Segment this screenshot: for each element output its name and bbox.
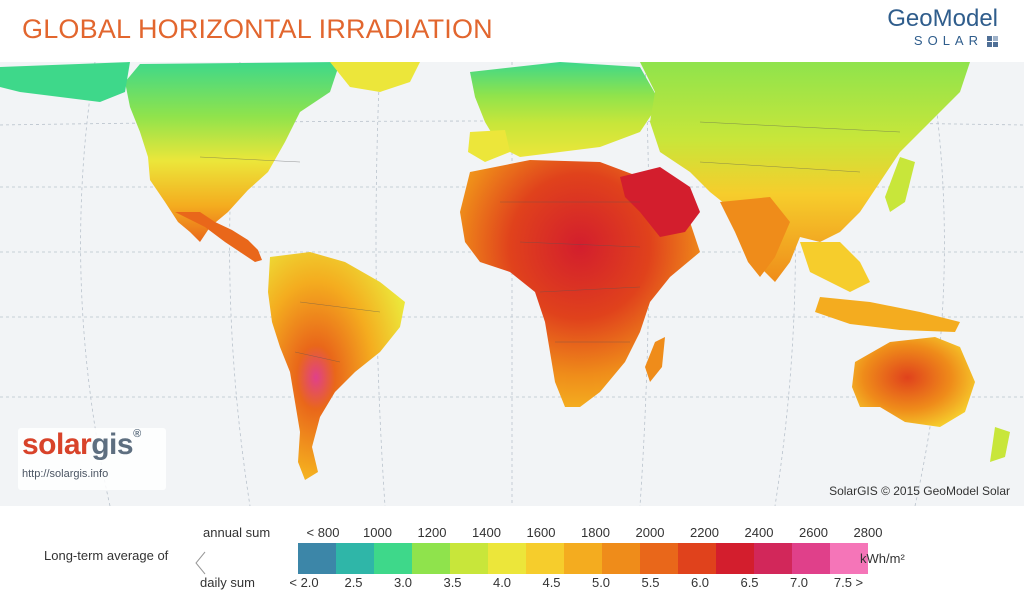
annual-tick: 1800 [581,525,610,540]
world-irradiation-map: solargis® http://solargis.info SolarGIS … [0,62,1024,506]
daily-tick: 5.0 [591,575,611,590]
north-america [125,62,340,242]
legend: annual sum Long-term average of daily su… [0,506,1024,600]
annual-tick: 2200 [690,525,719,540]
daily-tick: 3.0 [393,575,413,590]
daily-tick: 5.5 [641,575,660,590]
scale-swatch [602,543,640,574]
scale-swatch [526,543,564,574]
scale-swatch [716,543,754,574]
annual-tick: 1400 [472,525,501,540]
legend-annual-label: annual sum [203,525,271,540]
scale-swatch [336,543,374,574]
daily-tick: 2.5 [344,575,363,590]
scale-swatch [488,543,526,574]
legend-bracket-icon [195,551,206,575]
scale-swatch [374,543,412,574]
brand-sub: SOLAR [887,32,998,50]
logo-part-gis: gis [91,428,134,461]
solargis-logo: solargis® http://solargis.info [18,428,166,490]
legend-daily-label: daily sum [200,575,255,590]
asia [640,62,970,282]
annual-tick: 1200 [417,525,447,540]
scale-swatch [640,543,678,574]
daily-tick: 7.0 [789,575,809,590]
arabia [620,167,700,237]
iberia [468,130,510,162]
page-title: GLOBAL HORIZONTAL IRRADIATION [22,14,493,44]
annual-tick: 1000 [363,525,392,540]
daily-tick: 4.5 [542,575,561,590]
logo-part-solar: solar [22,428,92,461]
central-america [175,212,262,262]
africa [460,160,700,407]
brand-sub-text: SOLAR [913,33,983,48]
europe [470,62,660,157]
new-zealand [990,427,1010,462]
indonesia [815,297,960,332]
annual-tick: 2600 [799,525,828,540]
india [720,197,790,277]
scale-swatch [450,543,488,574]
logo-registered: ® [133,428,141,440]
southeast-asia [800,242,870,292]
scale-swatch [754,543,792,574]
scale-swatch [298,543,336,574]
scale-swatch [678,543,716,574]
map-canvas [0,62,1024,506]
copyright: SolarGIS © 2015 GeoModel Solar [829,484,1010,498]
daily-tick: < 2.0 [289,575,319,590]
color-scale [298,543,868,574]
daily-tick: 3.5 [443,575,462,590]
alaska [0,62,130,102]
madagascar [645,337,665,382]
scale-swatch [792,543,830,574]
south-america [268,252,405,480]
japan [885,157,915,212]
legend-unit: kWh/m² [860,551,905,566]
annual-tick: 2000 [635,525,665,540]
logo-wordmark: solargis® [22,428,141,462]
legend-lead: Long-term average of [44,548,169,563]
annual-tick: < 800 [306,525,340,540]
daily-tick: 7.5 > [833,575,864,590]
annual-tick: 2800 [853,525,883,540]
header: GLOBAL HORIZONTAL IRRADIATION GeoModel S… [0,0,1024,62]
scale-swatch [564,543,602,574]
brand-mark-icon [987,35,998,47]
greenland [330,62,420,92]
australia [852,337,975,427]
annual-tick: 1600 [526,525,556,540]
scale-swatch [830,543,868,574]
logo-url[interactable]: http://solargis.info [22,468,109,480]
borders [199,121,901,363]
brand-name: GeoModel [887,5,998,32]
daily-tick: 4.0 [492,575,512,590]
scale-swatch [412,543,450,574]
daily-tick: 6.0 [690,575,710,590]
annual-tick: 2400 [744,525,774,540]
daily-tick: 6.5 [740,575,759,590]
brand-logo: GeoModel SOLAR [887,6,998,50]
